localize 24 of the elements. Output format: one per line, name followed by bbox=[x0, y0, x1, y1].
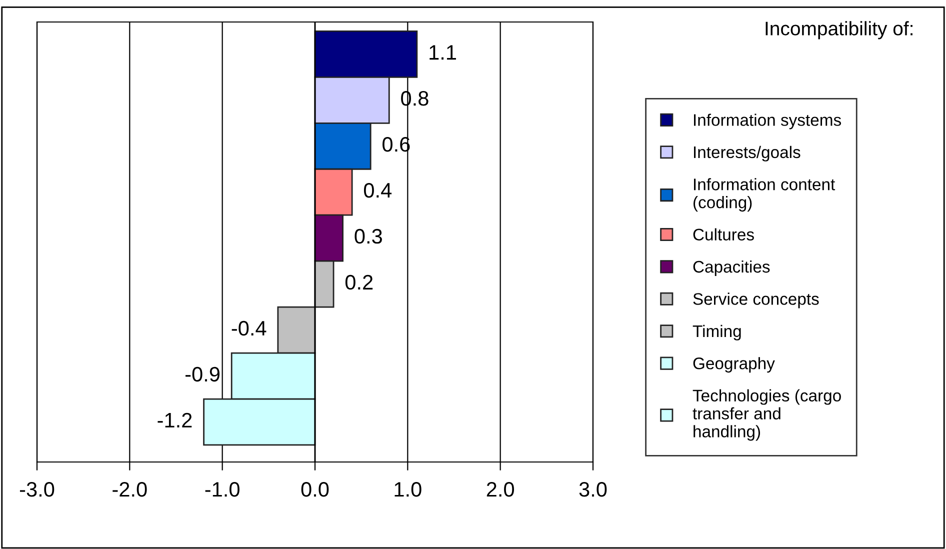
data-label: -1.2 bbox=[158, 412, 192, 428]
data-label: 0.4 bbox=[364, 182, 392, 198]
legend-label: Information content (coding) bbox=[694, 178, 836, 212]
x-tick-label: 1.0 bbox=[394, 482, 422, 497]
legend-label: Information systems bbox=[694, 114, 841, 130]
x-tick-label: 0.0 bbox=[301, 482, 329, 497]
data-label: 1.1 bbox=[430, 45, 456, 60]
data-label: -0.4 bbox=[232, 320, 266, 336]
legend-label: Timing bbox=[692, 324, 741, 340]
x-tick-label: -2.0 bbox=[112, 482, 147, 497]
legend-title: Incompatibility of: bbox=[766, 21, 912, 40]
x-tick-label: 3.0 bbox=[579, 482, 607, 497]
data-label: 0.2 bbox=[345, 274, 373, 290]
data-label: -0.9 bbox=[186, 366, 220, 382]
legend-label: Technologies (cargo transfer and handling) bbox=[692, 389, 841, 441]
legend-label: Geography bbox=[693, 357, 775, 373]
legend-label: Cultures bbox=[693, 228, 754, 240]
x-tick-label: 2.0 bbox=[486, 482, 514, 497]
legend-label: Service concepts bbox=[693, 292, 819, 308]
legend-label: Interests/goals bbox=[694, 146, 800, 162]
x-tick-label: -1.0 bbox=[205, 482, 240, 497]
legend-label: Capacities bbox=[693, 260, 770, 276]
x-tick-label: -3.0 bbox=[20, 482, 54, 497]
data-label: 0.3 bbox=[354, 228, 382, 244]
